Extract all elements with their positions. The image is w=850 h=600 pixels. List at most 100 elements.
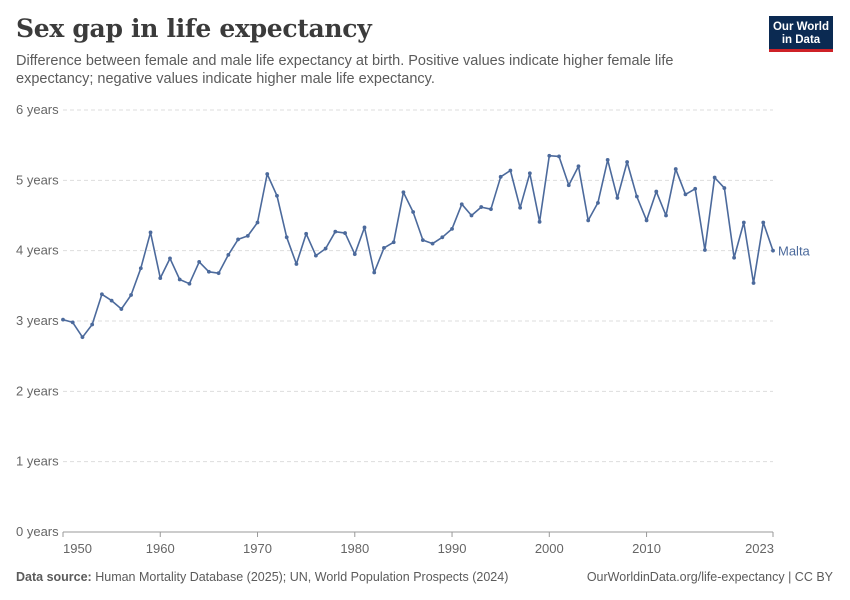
y-axis-ticks: 0 years 1 years 2 years 3 years 4 years 5 yea… <box>16 102 59 539</box>
source-text[interactable]: Human Mortality Database (2025); UN, Wor… <box>95 570 509 584</box>
data-point[interactable] <box>596 200 600 205</box>
data-point[interactable] <box>206 269 211 274</box>
data-point[interactable] <box>323 246 328 251</box>
data-point[interactable] <box>333 229 338 234</box>
data-point[interactable] <box>391 240 396 245</box>
data-point[interactable] <box>450 226 454 231</box>
data-point[interactable] <box>119 307 124 311</box>
data-point[interactable] <box>187 281 192 286</box>
y-tick-label: 2 years <box>16 383 59 398</box>
data-point[interactable] <box>275 193 279 198</box>
data-point[interactable] <box>304 231 309 236</box>
data-point[interactable] <box>61 317 65 322</box>
grid-lines <box>63 109 773 533</box>
data-point[interactable] <box>673 167 678 171</box>
data-point[interactable] <box>566 183 571 188</box>
data-point[interactable] <box>352 252 357 257</box>
data-point[interactable] <box>634 194 639 199</box>
data-point[interactable] <box>518 205 523 210</box>
data-point[interactable] <box>527 171 532 176</box>
y-tick-label: 6 years <box>16 102 59 117</box>
data-point[interactable] <box>401 190 406 195</box>
data-point[interactable] <box>129 293 133 297</box>
data-point[interactable] <box>712 175 717 180</box>
data-point[interactable] <box>245 233 250 238</box>
series-layer: Malta <box>61 153 811 340</box>
data-point[interactable] <box>80 335 85 340</box>
data-point[interactable] <box>430 241 435 246</box>
y-tick-label: 5 years <box>16 172 59 187</box>
data-point[interactable] <box>216 271 221 276</box>
data-point[interactable] <box>771 248 775 253</box>
data-point[interactable] <box>158 276 163 280</box>
data-point[interactable] <box>226 252 231 257</box>
data-point[interactable] <box>693 186 698 191</box>
x-tick-label: 1990 <box>438 541 467 556</box>
data-point[interactable] <box>197 260 202 264</box>
y-tick-label: 4 years <box>16 243 59 258</box>
data-point[interactable] <box>508 168 513 173</box>
data-point[interactable] <box>761 220 766 225</box>
data-point[interactable] <box>109 298 114 303</box>
data-point[interactable] <box>741 220 746 225</box>
data-point[interactable] <box>586 218 591 223</box>
line-chart: 0 years 1 years 2 years 3 years 4 years 5 yea… <box>16 102 811 556</box>
x-axis-ticks: 1950 1960 1970 1980 1990 2000 2010 2023 <box>62 532 774 556</box>
data-point[interactable] <box>479 205 484 209</box>
data-point[interactable] <box>382 245 386 250</box>
data-point[interactable] <box>100 292 104 297</box>
data-point[interactable] <box>654 189 659 194</box>
x-tick-label: 1950 <box>63 541 92 556</box>
logo-line-1: Our World <box>772 21 829 33</box>
data-point[interactable] <box>625 160 630 164</box>
data-point[interactable] <box>605 158 610 162</box>
data-point[interactable] <box>420 238 425 243</box>
data-point[interactable] <box>489 207 493 212</box>
owid-logo[interactable]: Our World in Data <box>769 16 833 52</box>
x-tick-label: 1960 <box>146 541 175 556</box>
url-footer[interactable]: OurWorldinData.org/life-expectancy | CC … <box>586 570 833 584</box>
data-point[interactable] <box>343 231 347 235</box>
y-tick-label: 3 years <box>16 313 59 328</box>
data-point[interactable] <box>138 266 143 271</box>
data-point[interactable] <box>362 225 367 230</box>
data-point[interactable] <box>469 213 474 218</box>
data-point[interactable] <box>284 235 289 240</box>
data-point[interactable] <box>722 186 727 190</box>
data-point[interactable] <box>557 154 561 159</box>
source-label: Data source: <box>16 570 92 584</box>
data-point[interactable] <box>644 218 649 223</box>
x-tick-label: 2023 <box>745 541 774 556</box>
data-point[interactable] <box>294 262 299 266</box>
data-point[interactable] <box>148 230 153 235</box>
data-point[interactable] <box>664 213 668 218</box>
y-tick-label: 1 years <box>16 454 59 469</box>
data-point[interactable] <box>177 277 182 282</box>
data-point[interactable] <box>547 153 552 158</box>
data-point[interactable] <box>440 235 445 240</box>
data-point[interactable] <box>751 281 756 285</box>
data-point[interactable] <box>313 253 318 258</box>
data-point[interactable] <box>537 219 542 224</box>
x-tick-label: 1980 <box>340 541 369 556</box>
data-point[interactable] <box>236 237 240 242</box>
data-point[interactable] <box>703 248 707 252</box>
data-point[interactable] <box>411 210 416 214</box>
data-source-footer: Data source: Human Mortality Database (2… <box>16 570 508 584</box>
data-point[interactable] <box>732 255 736 260</box>
series-label[interactable]: Malta <box>778 244 811 259</box>
data-point[interactable] <box>372 270 377 275</box>
data-point[interactable] <box>255 220 260 225</box>
data-point[interactable] <box>168 256 172 261</box>
data-point[interactable] <box>459 202 464 207</box>
data-point[interactable] <box>683 192 688 197</box>
data-point[interactable] <box>576 164 581 169</box>
series-line-malta[interactable] <box>62 154 774 339</box>
data-point[interactable] <box>70 320 75 325</box>
data-point[interactable] <box>498 174 503 179</box>
x-tick-label: 2010 <box>632 541 661 556</box>
y-tick-label: 0 years <box>16 524 59 539</box>
data-point[interactable] <box>615 196 620 200</box>
data-point[interactable] <box>265 172 270 176</box>
data-point[interactable] <box>90 322 95 327</box>
